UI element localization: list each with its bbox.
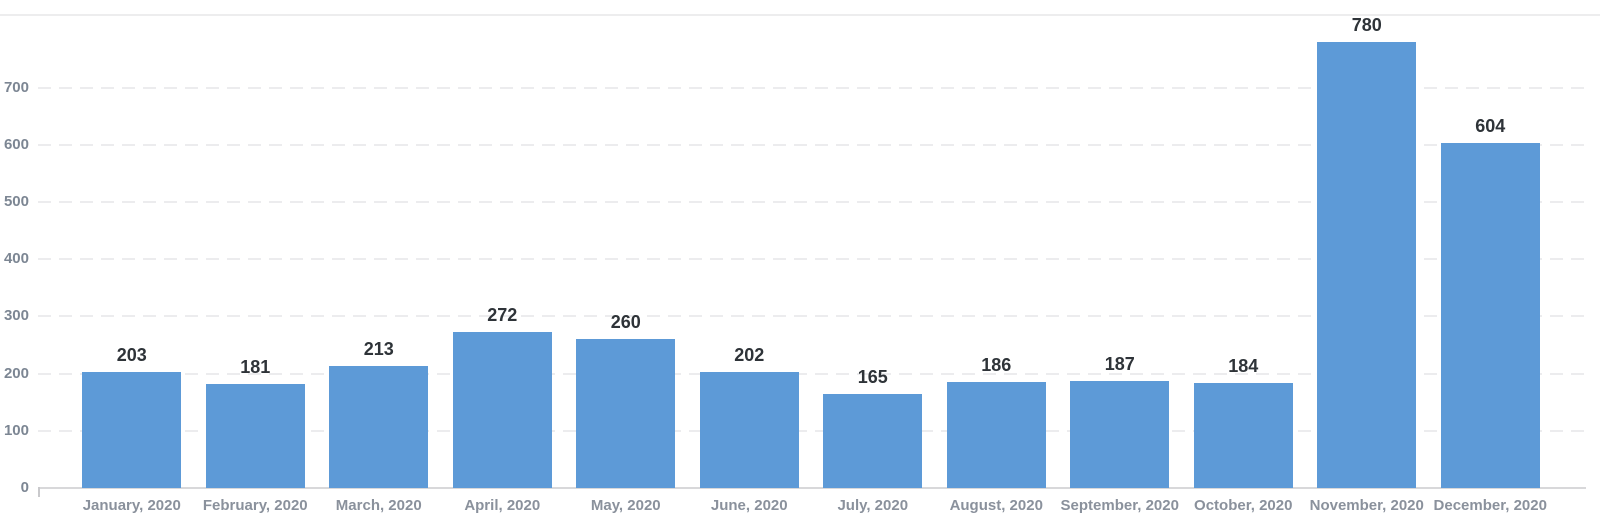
x-axis-category-label: June, 2020 [710, 497, 788, 514]
bar-slot: 202 June, 2020 [688, 15, 812, 514]
x-axis-category-label: September, 2020 [1060, 497, 1179, 514]
x-axis-category-label: January, 2020 [82, 497, 181, 514]
x-axis-category-label: May, 2020 [590, 497, 661, 514]
gridline-700 [38, 86, 1586, 89]
y-axis-tick-label: 500 [3, 193, 29, 210]
bar-october-2020[interactable] [1193, 382, 1293, 488]
bar-may-2020[interactable] [576, 339, 676, 488]
x-axis-category-label: February, 2020 [202, 497, 308, 514]
bar-slot: 165 July, 2020 [811, 15, 935, 514]
chart-top-border [0, 14, 1600, 16]
bar-value-label: 604 [1475, 115, 1506, 136]
bar-value-label: 203 [116, 344, 147, 365]
x-axis-category-label: July, 2020 [837, 497, 909, 514]
gridline-300 [38, 315, 1586, 318]
gridline-400 [38, 258, 1586, 261]
y-axis-tick-label: 700 [3, 78, 29, 96]
bar-december-2020[interactable] [1440, 142, 1540, 488]
bar-value-label: 260 [610, 312, 641, 333]
gridline-500 [38, 201, 1586, 203]
x-axis-category-label: December, 2020 [1433, 497, 1547, 514]
y-axis-tick-label: 200 [3, 364, 29, 382]
bar-slot: 186 August, 2020 [935, 15, 1059, 514]
x-axis-category-label: November, 2020 [1309, 497, 1424, 514]
gridline-600 [38, 143, 1586, 146]
x-axis-category-label: October, 2020 [1194, 497, 1293, 514]
bar-value-label: 181 [240, 357, 271, 378]
bar-january-2020[interactable] [82, 371, 182, 488]
y-axis-tick-label: 0 [20, 479, 29, 496]
y-axis-tick-label: 300 [3, 307, 29, 325]
bar-value-label: 186 [981, 354, 1012, 375]
bar-july-2020[interactable] [823, 393, 923, 488]
bar-march-2020[interactable] [329, 366, 429, 488]
bar-april-2020[interactable] [452, 332, 552, 488]
bar-value-label: 213 [363, 339, 394, 360]
bar-value-label: 184 [1228, 355, 1259, 376]
gridline-100 [38, 429, 1586, 432]
bar-value-label: 202 [734, 345, 765, 366]
x-axis-category-label: August, 2020 [949, 497, 1043, 514]
bar-slot: 181 February, 2020 [194, 15, 318, 514]
x-axis-category-label: April, 2020 [464, 497, 541, 514]
bar-value-label: 780 [1351, 14, 1382, 35]
bar-slot: 187 September, 2020 [1058, 15, 1182, 514]
bar-value-label: 165 [857, 366, 888, 387]
bar-august-2020[interactable] [946, 381, 1046, 488]
bar-february-2020[interactable] [205, 384, 305, 488]
bars-container: 203 January, 2020 181 February, 2020 213 Marc… [70, 14, 1553, 514]
bar-value-label: 272 [487, 305, 518, 326]
axis-zero-tick [38, 487, 40, 497]
bar-september-2020[interactable] [1070, 381, 1170, 488]
bar-slot: 203 January, 2020 [70, 15, 194, 514]
bar-slot: 260 May, 2020 [564, 15, 688, 514]
bar-slot: 780 November, 2020 [1305, 14, 1429, 514]
x-axis-category-label: March, 2020 [335, 497, 422, 514]
y-axis-tick-label: 400 [3, 250, 29, 268]
bar-slot: 184 October, 2020 [1182, 15, 1306, 514]
bar-slot: 272 April, 2020 [441, 15, 565, 514]
bar-june-2020[interactable] [699, 372, 799, 488]
y-axis-tick-label: 100 [3, 421, 29, 439]
gridline-200 [38, 372, 1586, 375]
bar-november-2020[interactable] [1317, 41, 1417, 488]
bar-slot: 213 March, 2020 [317, 15, 441, 514]
y-axis-tick-label: 600 [3, 135, 29, 153]
x-axis-line [38, 487, 1586, 489]
bar-value-label: 187 [1104, 354, 1135, 375]
bar-slot: 604 December, 2020 [1429, 15, 1553, 514]
